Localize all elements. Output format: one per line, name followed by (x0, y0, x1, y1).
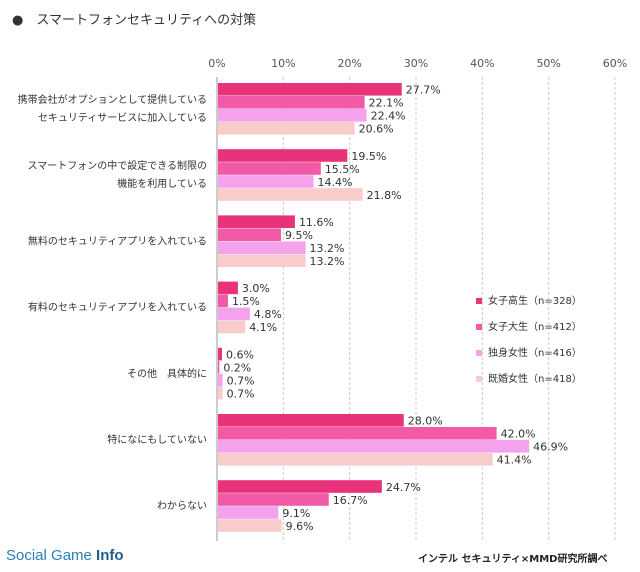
bar (218, 254, 306, 267)
bar (218, 241, 306, 254)
bar (218, 360, 220, 374)
data-label: 1.5% (232, 295, 260, 308)
data-label: 0.2% (223, 361, 251, 374)
x-tick-label: 40% (470, 57, 494, 70)
data-label: 20.6% (359, 123, 394, 136)
bar (218, 440, 530, 453)
bar (218, 109, 367, 122)
data-label: 24.7% (386, 481, 421, 494)
data-label: 0.7% (227, 387, 255, 400)
data-label: 22.1% (369, 97, 404, 110)
data-label: 11.6% (299, 216, 334, 229)
category-label: 機能を利用している (117, 177, 207, 190)
category-label: 携帯会社がオプションとして提供している (18, 93, 207, 106)
data-label: 0.7% (227, 374, 255, 387)
data-label: 9.1% (282, 507, 310, 520)
bar (218, 386, 223, 400)
data-label: 19.5% (351, 150, 386, 163)
legend-item: 女子大生（n=412） (476, 318, 626, 333)
data-label: 13.2% (310, 255, 345, 268)
data-label: 16.7% (333, 494, 368, 507)
chart-title: ● スマートフォンセキュリティへの対策 (12, 13, 257, 28)
legend-swatch (476, 324, 482, 330)
x-tick-label: 20% (337, 57, 361, 70)
bar (218, 188, 363, 201)
category-label: わからない (157, 500, 207, 512)
logo-text-social-game: Social Game (6, 547, 97, 564)
bar (218, 96, 365, 109)
x-tick-label: 50% (536, 57, 560, 70)
bar (218, 519, 282, 532)
category-label: その他 具体的に (127, 367, 207, 380)
legend-swatch (476, 298, 482, 304)
site-logo: Social Game Info (6, 547, 124, 564)
bar (218, 347, 222, 361)
data-label: 3.0% (242, 282, 270, 295)
data-label: 9.6% (286, 520, 314, 533)
data-label: 27.7% (406, 84, 441, 97)
data-label: 9.5% (285, 229, 313, 242)
bar (218, 307, 250, 321)
bar (218, 506, 279, 519)
data-label: 22.4% (371, 110, 406, 123)
category-label: 有料のセキュリティアプリを入れている (28, 301, 207, 314)
bar (218, 162, 321, 175)
data-label: 4.8% (254, 308, 282, 321)
bar (218, 122, 355, 135)
legend-item: 独身女性（n=416） (476, 344, 626, 359)
data-label: 13.2% (310, 242, 345, 255)
legend-swatch (476, 376, 482, 382)
category-label: 特になにもしていない (107, 434, 207, 446)
bar (218, 493, 329, 506)
data-label: 4.1% (249, 321, 277, 334)
legend-label: 独身女性（n=416） (488, 348, 582, 359)
bar (218, 281, 238, 295)
source-note: インテル セキュリティ×MMD研究所調べ (418, 554, 608, 565)
data-label: 14.4% (318, 176, 353, 189)
data-label: 28.0% (408, 415, 443, 428)
x-tick-label: 0% (208, 57, 225, 70)
legend-label: 既婚女性（n=418） (488, 374, 582, 385)
bar (218, 453, 493, 466)
bar (218, 320, 246, 334)
logo-text-info: Info (96, 547, 124, 564)
data-label: 46.9% (533, 441, 568, 454)
bar (218, 175, 314, 188)
bar (218, 83, 402, 96)
data-label: 15.5% (325, 163, 360, 176)
data-label: 42.0% (501, 428, 536, 441)
bar (218, 228, 282, 241)
bar (218, 427, 497, 440)
legend-swatch (476, 350, 482, 356)
legend-label: 女子高生（n=328） (488, 296, 582, 307)
data-label: 21.8% (367, 189, 402, 202)
category-label: セキュリティサービスに加入している (38, 112, 207, 124)
x-tick-label: 30% (404, 57, 428, 70)
bar (218, 149, 348, 162)
data-label: 41.4% (497, 454, 532, 467)
category-label: スマートフォンの中で設定できる制限の (28, 159, 208, 172)
bar (218, 373, 223, 387)
bar (218, 414, 404, 427)
legend-label: 女子大生（n=412） (488, 322, 582, 333)
legend-item: 既婚女性（n=418） (476, 370, 626, 385)
x-tick-label: 60% (603, 57, 627, 70)
bar (218, 294, 228, 308)
data-label: 0.6% (226, 348, 254, 361)
category-label: 無料のセキュリティアプリを入れている (28, 234, 207, 247)
bar (218, 480, 382, 493)
x-tick-label: 10% (271, 57, 295, 70)
legend-item: 女子高生（n=328） (476, 292, 626, 307)
bar (218, 215, 295, 228)
